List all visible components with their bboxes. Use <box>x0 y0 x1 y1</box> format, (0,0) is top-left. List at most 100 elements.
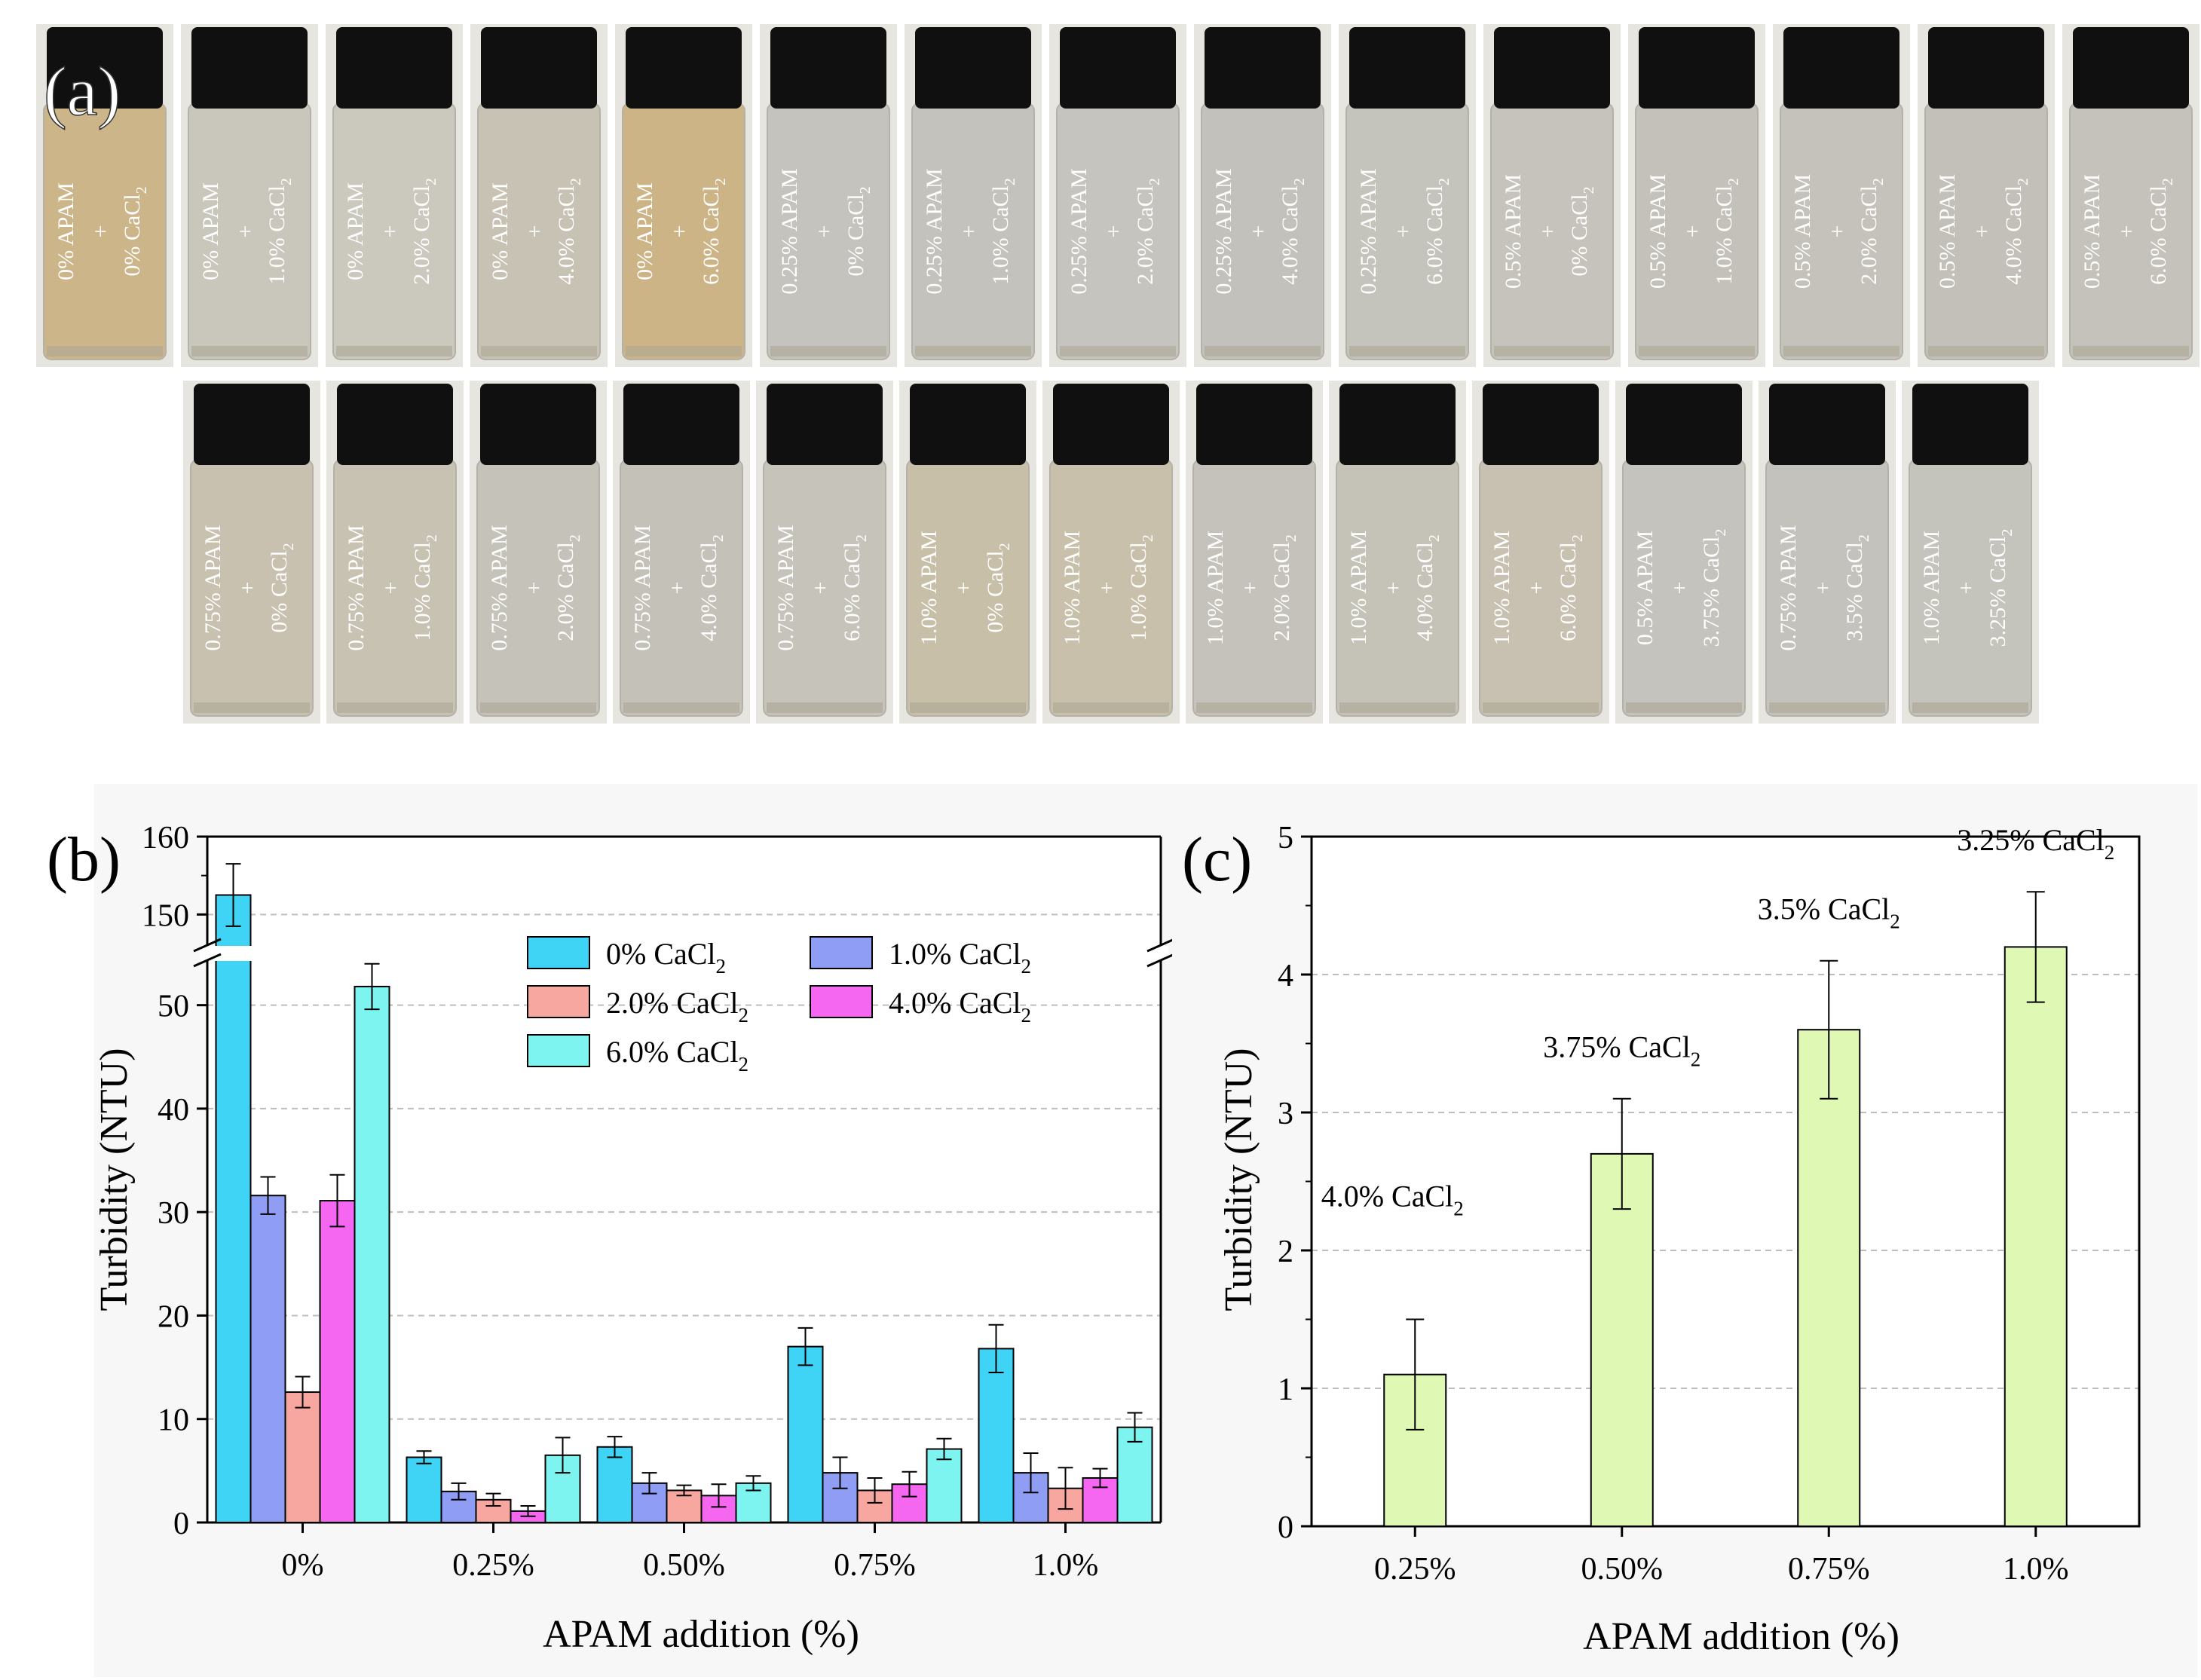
vial-label-cacl2: 2.0% CaCl2 <box>1269 534 1299 641</box>
y-axis-title: Turbidity (NTU) <box>93 1048 136 1311</box>
panel-c-plot-area <box>1312 837 2139 1526</box>
vial-sediment <box>1783 346 1899 357</box>
vial-label: 0.75% APAM +2.0% CaCl2 <box>487 525 583 650</box>
vial-label-cacl2: 0% CaCl2 <box>267 543 297 632</box>
vial-label-cacl2: 2.0% CaCl2 <box>553 534 583 641</box>
vial-sediment <box>47 346 163 357</box>
vial-label-apam: 1.0% APAM <box>1919 531 1944 645</box>
vial-sediment <box>1060 346 1176 357</box>
vial-label-cacl2: 1.0% CaCl2 <box>1126 534 1156 641</box>
y-tick-label: 2 <box>1278 1235 1293 1269</box>
vial-label-plus: + <box>1524 582 1549 595</box>
y-tick-label: 20 <box>158 1299 189 1334</box>
vial-label: 0.75% APAM +4.0% CaCl2 <box>630 525 727 650</box>
y-tick-label: 150 <box>142 898 189 933</box>
row2-vial-9: 1.0% APAM +4.0% CaCl2 <box>1329 381 1466 724</box>
vial-label-apam: 0.25% APAM <box>777 168 802 294</box>
panel-b-label: (b) <box>47 825 121 895</box>
vial-label-cacl2: 2.0% CaCl2 <box>1857 178 1887 285</box>
panel-c-label: (c) <box>1182 825 1252 895</box>
vial-label: 1.0% APAM +1.0% CaCl2 <box>1060 531 1156 645</box>
vial-label-apam: 0% APAM <box>54 182 78 280</box>
vial-label: 0% APAM +1.0% CaCl2 <box>198 178 295 285</box>
bar-annotation: 3.25% CaCl2 <box>1957 823 2114 864</box>
vial-label-plus: + <box>522 582 546 595</box>
bar <box>319 1200 356 1523</box>
vial-label-apam: 0% APAM <box>632 182 657 280</box>
legend-swatch <box>810 936 873 969</box>
vial-cap <box>1928 27 2044 109</box>
row2-vial-10: 1.0% APAM +6.0% CaCl2 <box>1472 381 1609 724</box>
row1-vial-15: 0.5% APAM +6.0% CaCl2 <box>2062 24 2199 367</box>
vial-label-plus: + <box>88 225 113 238</box>
x-tick-label: 1.0% <box>2003 1552 2069 1587</box>
vial-label-cacl2: 0% CaCl2 <box>1567 186 1597 276</box>
y-tick-label: 5 <box>1278 821 1293 855</box>
vial-sediment <box>1339 702 1456 713</box>
y-tick-label: 40 <box>158 1093 189 1128</box>
vial-label-apam: 1.0% APAM <box>1203 531 1228 645</box>
row2-vial-3: 0.75% APAM +2.0% CaCl2 <box>470 381 607 724</box>
row1-vial-3: 0% APAM +2.0% CaCl2 <box>326 24 463 367</box>
vial-label-plus: + <box>812 225 837 238</box>
vial-label-apam: 0.75% APAM <box>773 525 798 650</box>
vial-sediment <box>1196 702 1312 713</box>
legend-swatch <box>527 1034 590 1067</box>
legend-label: 1.0% CaCl2 <box>889 937 1031 978</box>
vial-sediment <box>1639 346 1755 357</box>
vial-label-cacl2: 0% CaCl2 <box>983 543 1013 632</box>
vial-label-plus: + <box>1680 225 1705 238</box>
vial-label-apam: 0.75% APAM <box>201 525 225 650</box>
vial-cap <box>1769 384 1885 465</box>
vial-label-plus: + <box>1954 582 1979 595</box>
row1-vial-7: 0.25% APAM +1.0% CaCl2 <box>905 24 1042 367</box>
axis-break-mark <box>193 953 222 968</box>
row2-vial-4: 0.75% APAM +4.0% CaCl2 <box>613 381 750 724</box>
vial-cap <box>1494 27 1610 109</box>
x-tick-label: 0% <box>282 1548 324 1583</box>
vial-label-cacl2: 1.0% CaCl2 <box>988 178 1018 285</box>
vial-label-cacl2: 1.0% CaCl2 <box>1712 178 1742 285</box>
vial-label-apam: 0.75% APAM <box>487 525 512 650</box>
vial-label-apam: 0.5% APAM <box>1501 174 1526 289</box>
vial-label-cacl2: 4.0% CaCl2 <box>554 178 584 285</box>
vial-label-cacl2: 4.0% CaCl2 <box>1413 534 1443 641</box>
vial-label: 0.25% APAM +4.0% CaCl2 <box>1211 168 1308 294</box>
vial-label-plus: + <box>1094 582 1119 595</box>
vial-label: 0.25% APAM +1.0% CaCl2 <box>922 168 1018 294</box>
vial-sediment <box>1626 702 1742 713</box>
legend-swatch <box>810 985 873 1018</box>
row1-vial-6: 0.25% APAM +0% CaCl2 <box>760 24 897 367</box>
vial-sediment <box>1912 702 2028 713</box>
axis-break-mark <box>193 938 222 953</box>
bar <box>215 894 252 1523</box>
row1-vial-12: 0.5% APAM +1.0% CaCl2 <box>1628 24 1765 367</box>
y-tick-label: 30 <box>158 1196 189 1231</box>
row1-vial-5: 0% APAM +6.0% CaCl2 <box>615 24 752 367</box>
bar <box>1590 1152 1654 1528</box>
vial-label: 0.75% APAM +3.5% CaCl2 <box>1776 525 1872 650</box>
vial-cap <box>1196 384 1312 465</box>
vial-cap <box>1639 27 1755 109</box>
axis-break-gap <box>200 946 1168 961</box>
row1-vial-9: 0.25% APAM +4.0% CaCl2 <box>1194 24 1331 367</box>
vial-label-apam: 1.0% APAM <box>1060 531 1085 645</box>
row1-vial-11: 0.5% APAM +0% CaCl2 <box>1483 24 1621 367</box>
vial-cap <box>191 27 308 109</box>
vial-label: 1.0% APAM +0% CaCl2 <box>917 531 1013 645</box>
vial-label: 0.5% APAM +6.0% CaCl2 <box>2080 174 2176 289</box>
vial-cap <box>626 27 742 109</box>
vial-label-plus: + <box>235 582 260 595</box>
y-tick-label: 50 <box>158 990 189 1024</box>
vial-cap <box>767 384 883 465</box>
vial-sediment <box>1349 346 1465 357</box>
vial-label-apam: 0% APAM <box>343 182 368 280</box>
bar <box>596 1446 633 1523</box>
vial-label-plus: + <box>378 582 403 595</box>
vial-label: 0% APAM +4.0% CaCl2 <box>488 178 584 285</box>
vial-label-plus: + <box>957 225 981 238</box>
vial-label-cacl2: 0% CaCl2 <box>843 186 874 276</box>
row1-vial-10: 0.25% APAM +6.0% CaCl2 <box>1339 24 1476 367</box>
